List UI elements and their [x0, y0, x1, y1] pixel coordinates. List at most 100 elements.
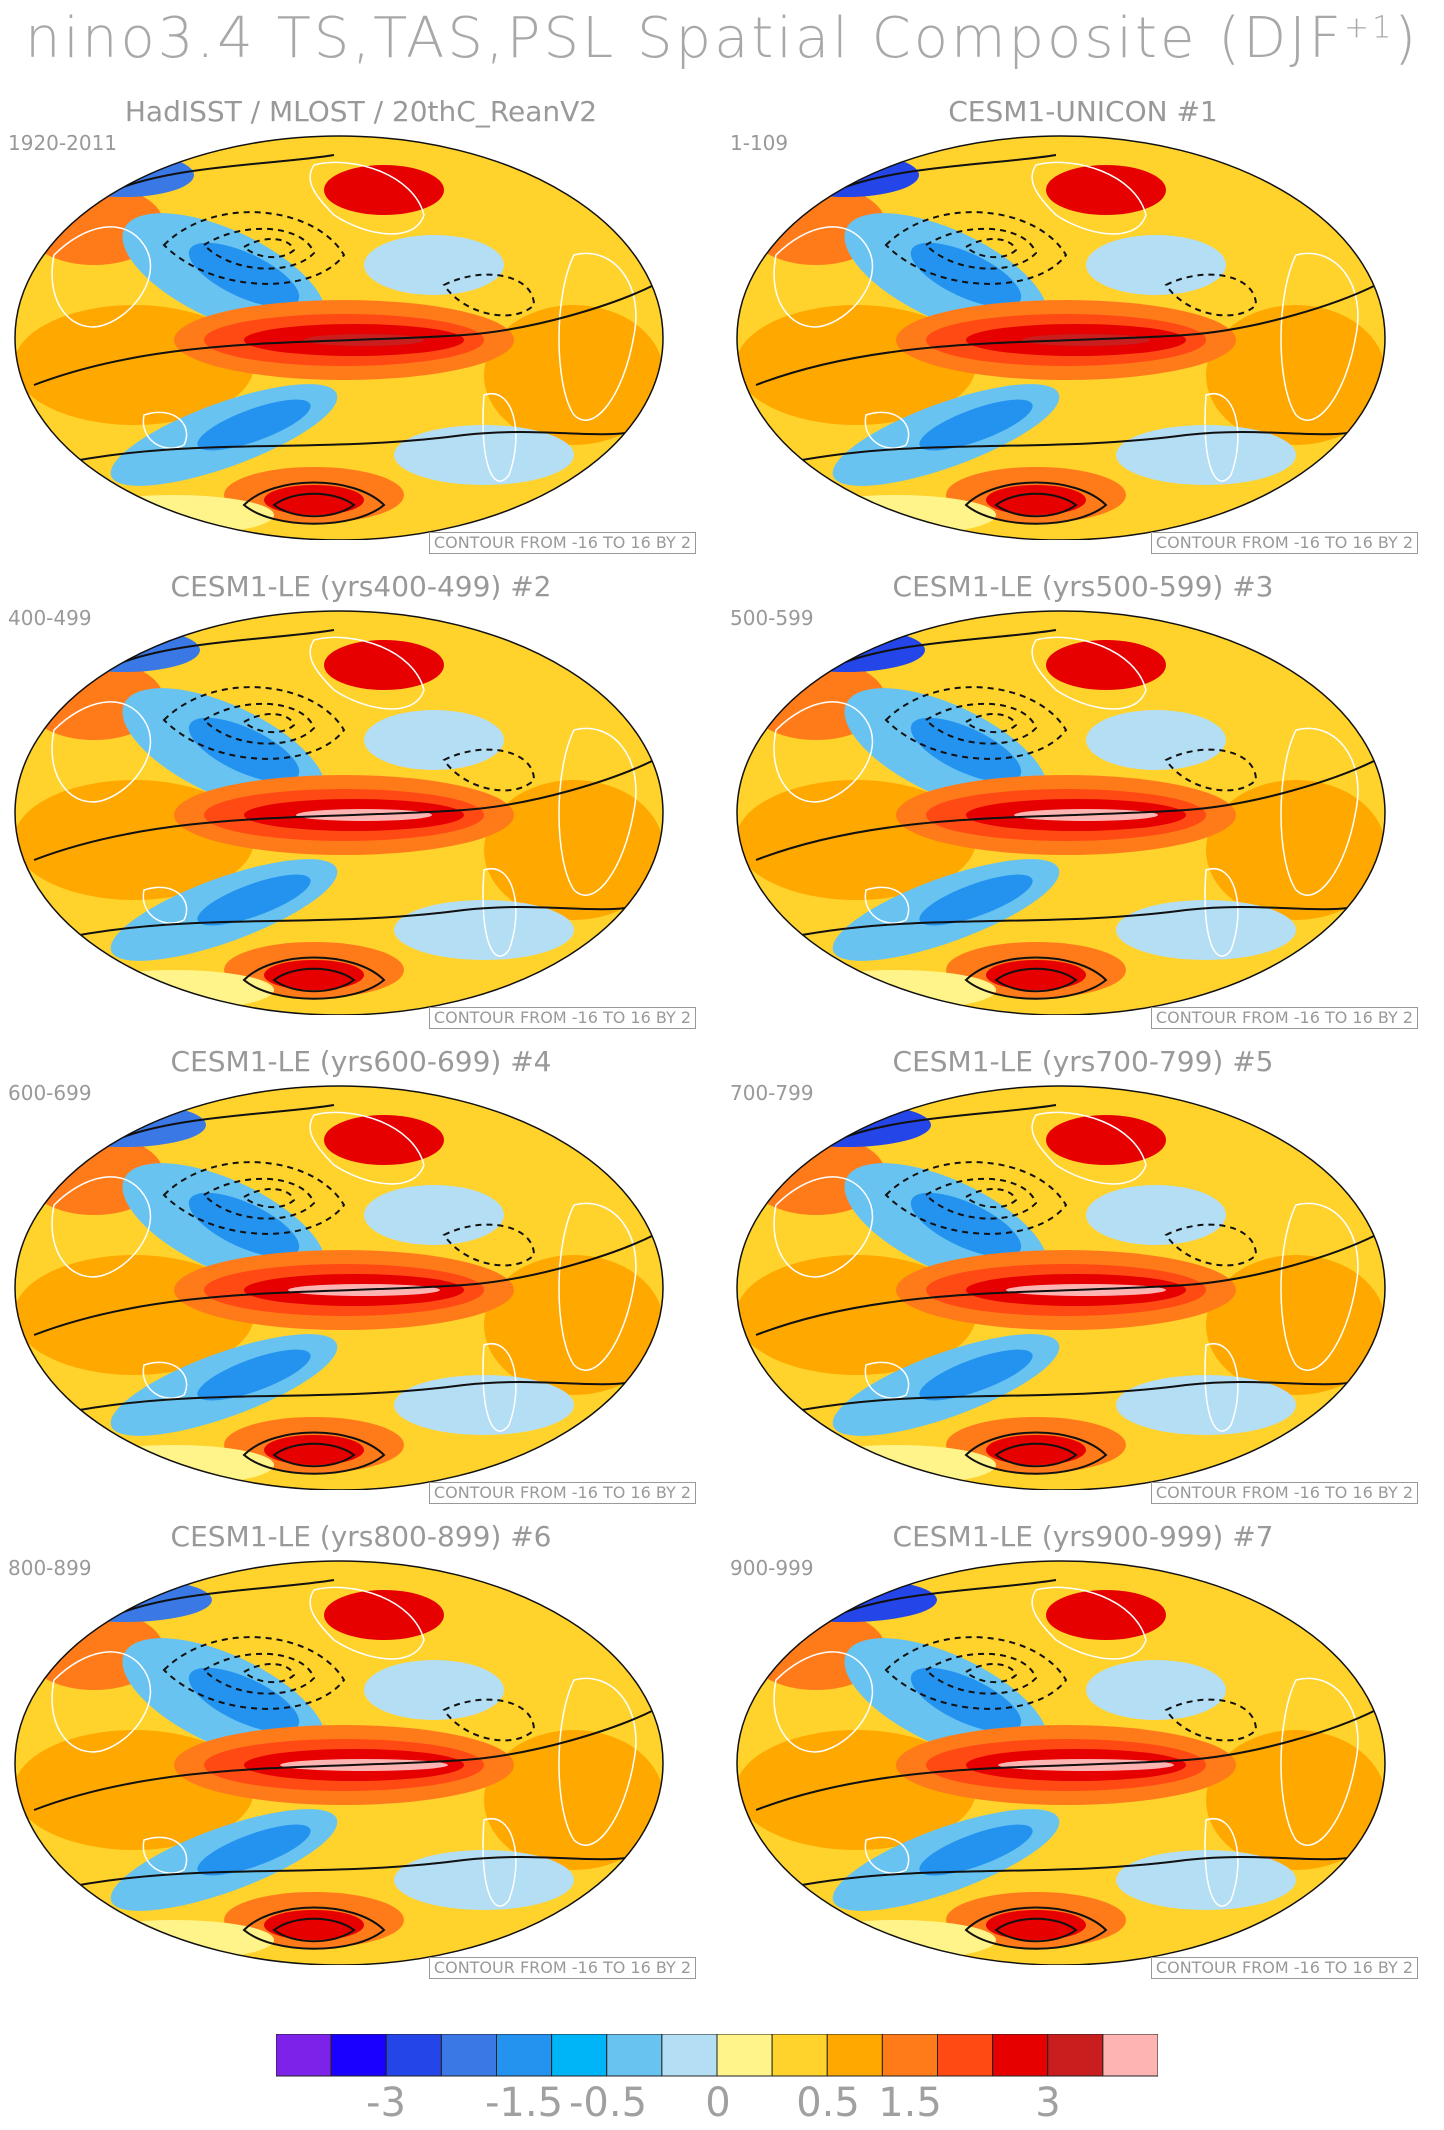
psl-contour-negative	[442, 748, 536, 792]
psl-contour-positive	[964, 1431, 1108, 1475]
anomaly-region	[796, 495, 996, 535]
coastline	[1031, 161, 1147, 235]
colorbar-swatch	[551, 2034, 608, 2077]
global-anomaly-map	[736, 610, 1386, 1015]
contour-note: CONTOUR FROM -16 TO 16 BY 2	[1150, 532, 1418, 554]
map-border	[736, 1560, 1386, 1965]
coastline	[864, 886, 910, 924]
colorbar-labels: -3 -1.5 -0.5 0 0.5 1.5 3	[0, 2080, 1444, 2130]
global-anomaly-map	[14, 610, 664, 1015]
coastline	[482, 1342, 517, 1432]
anomaly-region	[324, 640, 444, 690]
psl-contour-positive	[272, 1442, 356, 1468]
psl-contour-negative	[202, 1652, 316, 1695]
psl-contour-positive	[755, 284, 1377, 386]
panel-title: CESM1-LE (yrs800-899) #6	[170, 1520, 552, 1553]
colorbar-swatch	[496, 2034, 553, 2077]
anomaly-region	[188, 1667, 300, 1733]
coastline	[482, 392, 517, 482]
psl-contour-negative	[162, 686, 346, 760]
psl-contour-positive	[775, 1849, 1377, 1891]
anomaly-region	[796, 970, 996, 1010]
psl-contour-negative	[964, 713, 1018, 734]
psl-contour-positive	[33, 1709, 655, 1811]
psl-contour-negative	[242, 713, 296, 734]
panel-period: 1920-2011	[8, 131, 118, 155]
anomaly-region	[324, 165, 444, 215]
anomaly-region	[1086, 710, 1226, 770]
psl-contour-positive	[755, 1709, 1377, 1811]
panel-title: CESM1-LE (yrs400-499) #2	[170, 570, 552, 603]
contour-note: CONTOUR FROM -16 TO 16 BY 2	[1150, 1482, 1418, 1504]
coastline	[1204, 1342, 1239, 1432]
contour-note: CONTOUR FROM -16 TO 16 BY 2	[428, 1482, 696, 1504]
anomaly-region	[197, 399, 311, 451]
anomaly-region	[1206, 305, 1385, 445]
map-panel: CESM1-UNICON #1 1-109 CONTOUR FROM -16 TO …	[722, 95, 1444, 571]
colorbar-swatch	[661, 2034, 718, 2077]
anomaly-region	[1086, 235, 1226, 295]
anomaly-region	[74, 970, 274, 1010]
coastline	[309, 636, 425, 710]
psl-contour-positive	[242, 956, 386, 1000]
anomaly-region	[188, 1192, 300, 1258]
psl-contour-negative	[202, 227, 316, 270]
colorbar-swatch	[771, 2034, 828, 2077]
map-panel: CESM1-LE (yrs800-899) #6 800-899 CONTOUR F…	[0, 1520, 722, 1996]
coastline	[482, 1817, 517, 1907]
panel-period: 800-899	[8, 1556, 92, 1580]
anomaly-region	[1046, 1590, 1166, 1640]
map-border	[14, 1560, 664, 1965]
psl-contour-negative	[924, 1177, 1038, 1220]
anomaly-region	[364, 235, 504, 295]
coastline	[142, 411, 188, 449]
psl-contour-negative	[162, 1636, 346, 1710]
coastline	[1204, 867, 1239, 957]
psl-contour-positive	[964, 1906, 1108, 1950]
map-panel: CESM1-LE (yrs700-799) #5 700-799 CONTOUR F…	[722, 1045, 1444, 1521]
panel-period: 900-999	[730, 1556, 814, 1580]
global-anomaly-map	[14, 1560, 664, 1965]
psl-contour-positive	[964, 956, 1108, 1000]
anomaly-region	[910, 1667, 1022, 1733]
panel-title: CESM1-LE (yrs500-599) #3	[892, 570, 1274, 603]
anomaly-region	[796, 1445, 996, 1485]
psl-contour-positive	[33, 1234, 655, 1336]
global-anomaly-map	[736, 1085, 1386, 1490]
psl-contour-negative	[162, 1161, 346, 1235]
psl-contour-positive	[755, 759, 1377, 861]
psl-contour-negative	[884, 211, 1068, 285]
anomaly-region	[919, 1349, 1033, 1401]
panel-title: CESM1-LE (yrs600-699) #4	[170, 1045, 552, 1078]
coastline	[1204, 1817, 1239, 1907]
coastline	[482, 867, 517, 957]
anomaly-region	[394, 900, 574, 960]
anomaly-region	[1206, 1255, 1385, 1395]
colorbar-swatch	[992, 2034, 1049, 2077]
contour-note: CONTOUR FROM -16 TO 16 BY 2	[428, 1007, 696, 1029]
psl-contour-positive	[242, 1906, 386, 1950]
anomaly-region	[1086, 1660, 1226, 1720]
coastline	[558, 727, 637, 896]
panel-title: HadISST / MLOST / 20thC_ReanV2	[124, 95, 598, 128]
anomaly-region	[773, 153, 919, 197]
anomaly-region	[910, 717, 1022, 783]
colorbar-swatch	[385, 2034, 442, 2077]
panel-period: 600-699	[8, 1081, 92, 1105]
anomaly-region	[188, 717, 300, 783]
psl-contour-negative	[242, 1188, 296, 1209]
coastline	[51, 1176, 152, 1278]
psl-contour-positive	[53, 899, 655, 941]
psl-contour-negative	[442, 1223, 536, 1267]
psl-contour-negative	[1164, 748, 1258, 792]
coastline	[864, 1361, 910, 1399]
anomaly-region	[484, 1730, 663, 1870]
psl-contour-negative	[242, 1663, 296, 1684]
anomaly-region	[986, 1435, 1086, 1465]
colorbar-swatch	[1047, 2034, 1104, 2077]
psl-contour-positive	[242, 481, 386, 525]
psl-contour-positive	[775, 899, 1377, 941]
psl-contour-negative	[442, 1698, 536, 1742]
colorbar-tick-label: -3	[366, 2080, 406, 2126]
coastline	[1031, 1586, 1147, 1660]
